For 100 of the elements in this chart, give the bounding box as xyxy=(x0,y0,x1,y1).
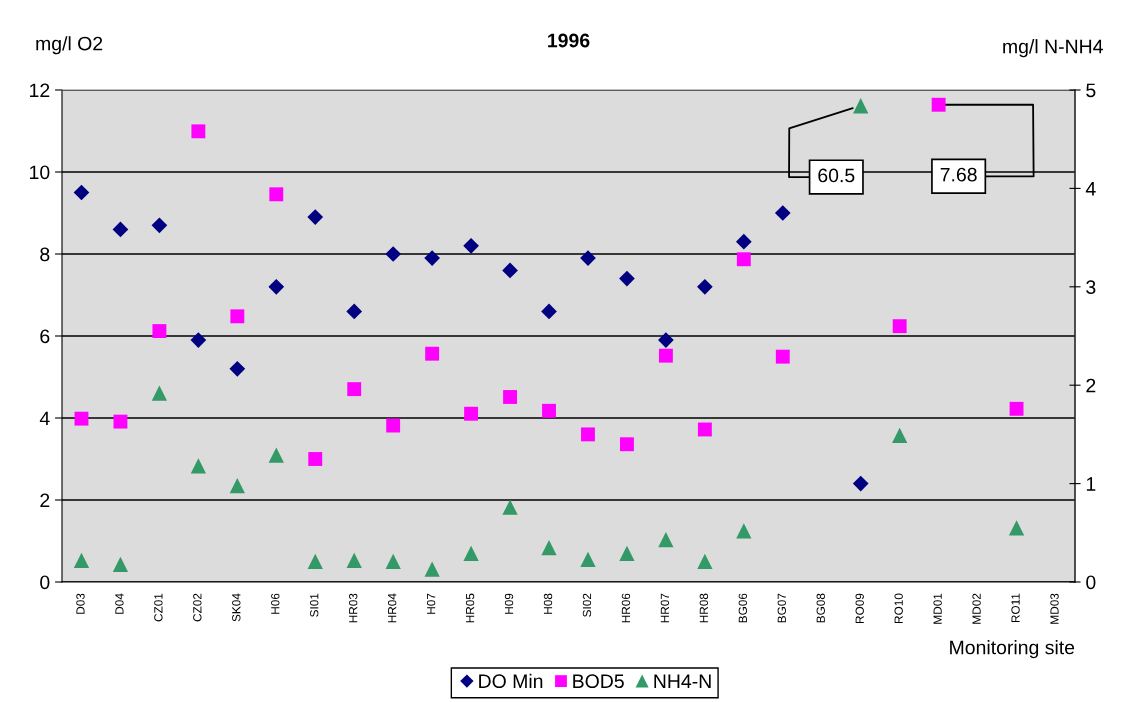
point xyxy=(190,332,207,348)
point xyxy=(852,475,869,492)
x-tick-label: MD03 xyxy=(1050,593,1059,624)
x-tick-label: HR03 xyxy=(349,593,358,623)
point xyxy=(580,250,596,266)
point xyxy=(892,319,907,334)
point xyxy=(658,532,674,548)
y-tick-label: 10 xyxy=(30,165,50,180)
x-tick-label: RO10 xyxy=(894,593,903,623)
point xyxy=(307,553,323,569)
point xyxy=(385,553,401,569)
point xyxy=(464,406,479,421)
point xyxy=(113,414,128,429)
x-tick-label: RO09 xyxy=(855,593,864,623)
x-tick-label: CZ02 xyxy=(193,593,202,622)
point xyxy=(581,427,595,442)
point xyxy=(502,262,518,279)
point xyxy=(892,427,908,444)
x-tick-label: HR04 xyxy=(387,593,397,623)
y-tick-label: 0 xyxy=(40,575,50,590)
y2-tick-label: 3 xyxy=(1086,280,1096,295)
point xyxy=(229,360,246,377)
point xyxy=(1009,401,1024,416)
point xyxy=(386,418,401,433)
x-tick-label: SI01 xyxy=(310,593,319,617)
x-tick-label: D04 xyxy=(115,593,124,614)
point xyxy=(1008,520,1025,536)
legend-label: NH4-N xyxy=(654,674,711,688)
point xyxy=(152,324,167,339)
point xyxy=(346,552,362,568)
x-tick-label: HR05 xyxy=(465,593,475,623)
point xyxy=(307,209,324,225)
x-tick-label: MD02 xyxy=(972,593,981,624)
x-tick-label: HR07 xyxy=(660,593,670,623)
y2-tick-label: 4 xyxy=(1085,182,1096,196)
x-tick-label: BG07 xyxy=(777,593,786,623)
x-tick-label: RO11 xyxy=(1011,593,1020,623)
point xyxy=(190,458,206,474)
point xyxy=(424,250,440,266)
point xyxy=(73,184,90,201)
point xyxy=(736,523,752,539)
x-tick-label: SI02 xyxy=(582,593,592,617)
x-axis-title: Monitoring site xyxy=(950,640,1075,659)
x-tick-label: BG08 xyxy=(816,593,825,623)
point xyxy=(735,233,752,250)
chart-title: 1996 xyxy=(548,33,590,48)
point xyxy=(502,499,518,515)
point xyxy=(503,390,517,404)
point xyxy=(697,553,713,569)
legend-label: DO Min xyxy=(479,673,543,689)
point xyxy=(463,545,479,562)
x-tick-label: BG06 xyxy=(738,593,747,623)
point xyxy=(151,217,168,234)
x-tick-label: H09 xyxy=(504,593,514,614)
x-tick-label: H06 xyxy=(271,593,280,614)
point xyxy=(658,348,673,363)
point xyxy=(697,278,713,295)
y2-axis-title: mg/l N-NH4 xyxy=(1003,39,1103,58)
y-tick-label: 12 xyxy=(30,83,50,98)
y-tick-label: 2 xyxy=(40,493,50,508)
point xyxy=(541,539,557,556)
point xyxy=(775,349,790,364)
point xyxy=(541,303,557,320)
point xyxy=(774,205,791,221)
point xyxy=(385,246,402,262)
point xyxy=(853,98,869,114)
point xyxy=(542,403,556,418)
x-tick-label: SK04 xyxy=(232,593,241,622)
point xyxy=(112,556,129,572)
y-tick-label: 4 xyxy=(39,411,50,426)
point xyxy=(425,346,440,361)
point xyxy=(191,124,206,139)
point xyxy=(346,303,363,320)
point xyxy=(112,221,129,238)
y-tick-label: 6 xyxy=(40,329,50,344)
point xyxy=(580,551,596,568)
x-tick-label: MD01 xyxy=(933,593,942,624)
x-tick-label: HR08 xyxy=(699,593,709,623)
point xyxy=(620,437,634,452)
y2-tick-label: 0 xyxy=(1086,575,1096,590)
point xyxy=(308,452,323,466)
y2-tick-label: 1 xyxy=(1086,477,1096,491)
x-tick-label: H07 xyxy=(426,593,436,614)
point xyxy=(268,447,284,463)
point xyxy=(229,477,245,494)
point xyxy=(151,385,168,401)
point xyxy=(73,552,90,568)
point xyxy=(697,422,712,437)
y-axis-title: mg/l O2 xyxy=(36,36,103,55)
annotation: 7.68 xyxy=(940,167,977,182)
x-tick-label: HR06 xyxy=(621,593,631,623)
point xyxy=(619,545,635,562)
point xyxy=(463,237,479,254)
point xyxy=(658,332,674,348)
point xyxy=(230,309,245,324)
y2-tick-label: 2 xyxy=(1086,378,1096,393)
point xyxy=(347,382,362,397)
x-tick-label: CZ01 xyxy=(154,593,163,622)
point xyxy=(619,270,635,287)
legend-label: BOD5 xyxy=(573,674,624,689)
